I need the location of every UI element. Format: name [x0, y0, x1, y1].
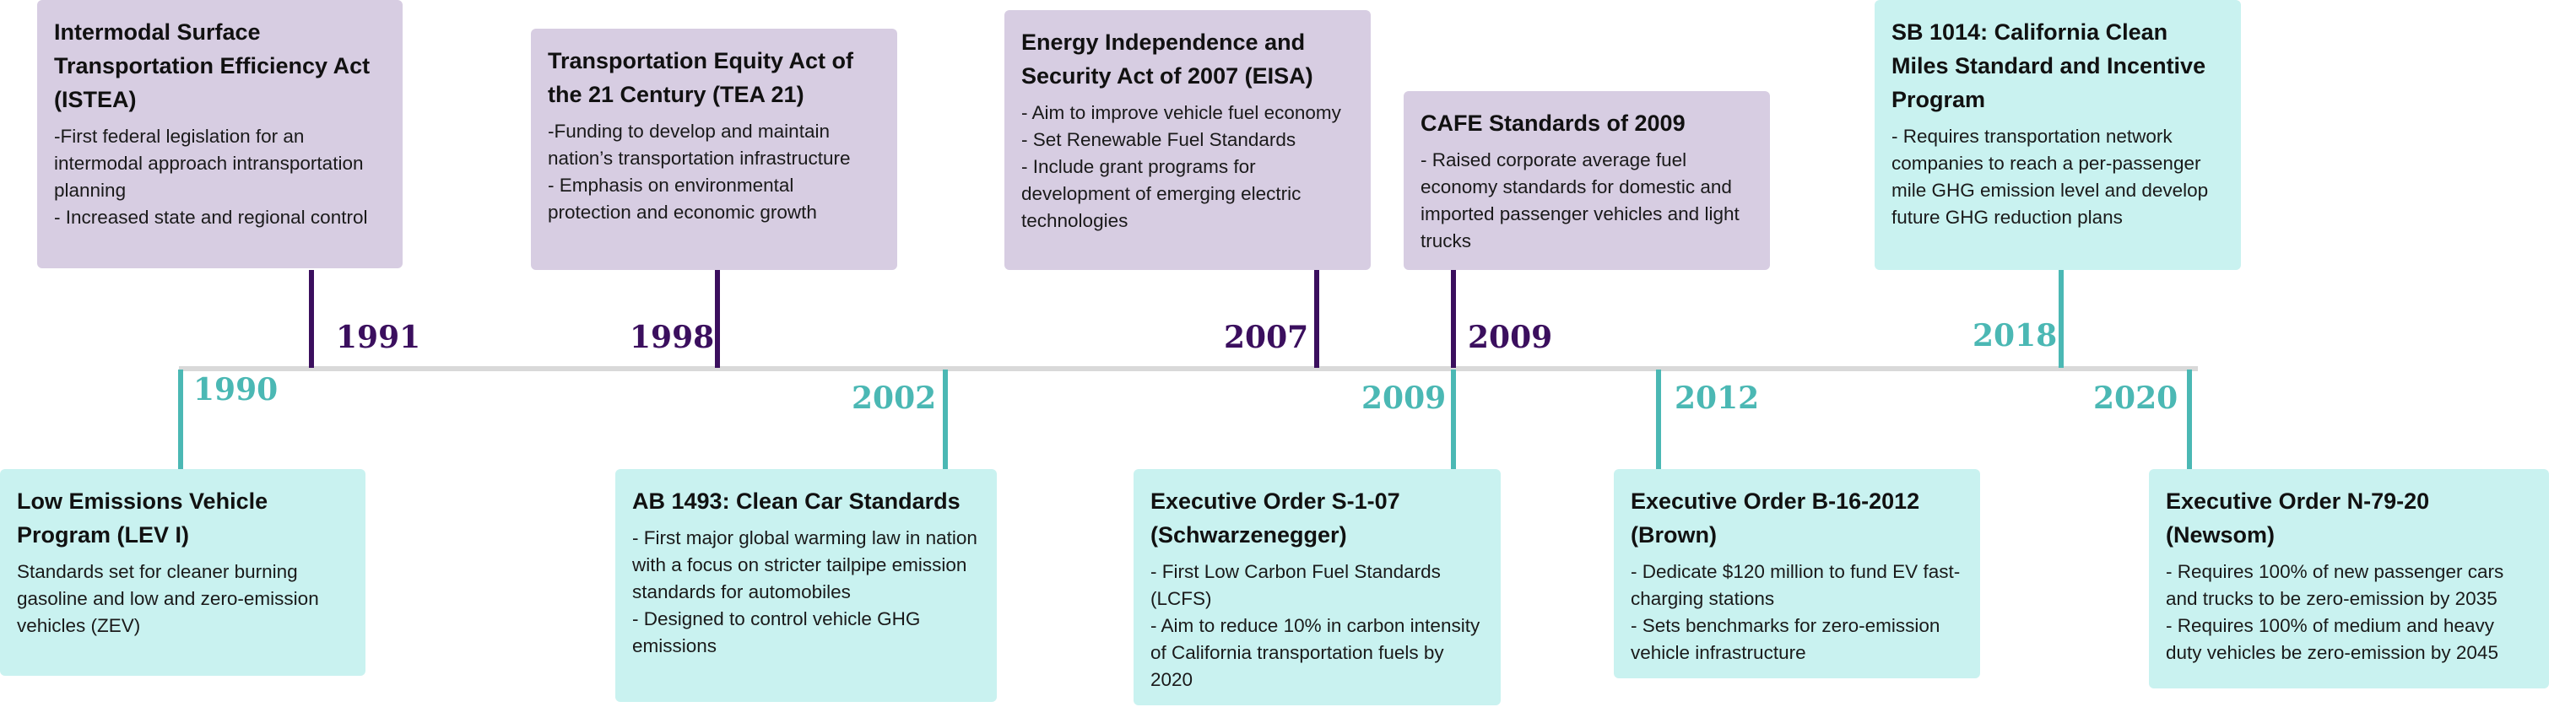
event-bullet: - Designed to control vehicle GHG emissi…: [632, 608, 921, 656]
tick-california-1990: [178, 370, 183, 469]
year-label-california-2012: 2012: [1675, 380, 1760, 416]
tick-california-2002: [943, 370, 948, 469]
event-bullet: - Requires 100% of medium and heavy duty…: [2166, 615, 2498, 663]
event-title: Executive Order S-1-07 (Schwarzenegger): [1150, 488, 1400, 548]
year-label-california-1990: 1990: [193, 372, 279, 407]
timeline-axis: [179, 366, 2198, 371]
event-card-eo-b-16-2012: Executive Order B-16-2012 (Brown) - Dedi…: [1614, 469, 1980, 678]
year-label-california-2002: 2002: [852, 380, 937, 416]
tick-california-2018: [2059, 270, 2064, 368]
event-bullet: -First federal legislation for an interm…: [54, 126, 364, 201]
event-card-cafe-2009: CAFE Standards of 2009 - Raised corporat…: [1404, 91, 1770, 270]
event-title: Low Emissions Vehicle Program (LEV I): [17, 488, 268, 548]
event-title: Intermodal Surface Transportation Effici…: [54, 19, 371, 112]
year-label-federal-2009: 2009: [1468, 320, 1553, 355]
tick-federal-2007: [1314, 270, 1319, 368]
event-title: SB 1014: California Clean Miles Standard…: [1891, 19, 2206, 112]
tick-federal-1991: [309, 270, 314, 368]
event-card-istea: Intermodal Surface Transportation Effici…: [37, 0, 403, 268]
year-label-california-2018: 2018: [1973, 318, 2058, 354]
event-bullet: - Set Renewable Fuel Standards: [1021, 129, 1296, 150]
event-title: AB 1493: Clean Car Standards: [632, 488, 961, 514]
event-bullet: - Dedicate $120 million to fund EV fast-…: [1631, 561, 1961, 609]
year-label-california-2020: 2020: [2093, 380, 2178, 416]
year-label-california-2009: 2009: [1361, 380, 1447, 416]
event-card-eisa: Energy Independence and Security Act of …: [1004, 10, 1371, 270]
event-bullet: - Aim to reduce 10% in carbon intensity …: [1150, 615, 1480, 690]
event-card-sb1014: SB 1014: California Clean Miles Standard…: [1875, 0, 2241, 270]
tick-california-2020: [2187, 370, 2192, 469]
event-bullet: -Funding to develop and maintain nation’…: [548, 121, 851, 169]
event-bullet: - Requires transportation network compan…: [1891, 126, 2209, 228]
event-bullet: - Emphasis on environmental protection a…: [548, 175, 817, 223]
year-label-federal-1998: 1998: [630, 320, 715, 355]
event-title: Transportation Equity Act of the 21 Cent…: [548, 48, 854, 107]
year-label-federal-1991: 1991: [336, 320, 421, 355]
event-bullet: - Raised corporate average fuel economy …: [1421, 149, 1740, 251]
tick-california-2009: [1451, 370, 1456, 469]
event-title: Energy Independence and Security Act of …: [1021, 30, 1313, 89]
event-bullet: Standards set for cleaner burning gasoli…: [17, 561, 319, 636]
tick-federal-1998: [715, 270, 720, 368]
tick-federal-2009: [1451, 270, 1456, 368]
event-card-eo-s-1-07: Executive Order S-1-07 (Schwarzenegger) …: [1134, 469, 1501, 705]
event-bullet: - Include grant programs for development…: [1021, 156, 1302, 231]
tick-california-2012: [1656, 370, 1661, 469]
event-bullet: - First major global warming law in nati…: [632, 527, 977, 602]
event-card-tea21: Transportation Equity Act of the 21 Cent…: [531, 29, 897, 270]
event-bullet: - First Low Carbon Fuel Standards (LCFS): [1150, 561, 1441, 609]
event-title: CAFE Standards of 2009: [1421, 111, 1686, 136]
year-label-federal-2007: 2007: [1224, 320, 1309, 355]
event-bullet: - Aim to improve vehicle fuel economy: [1021, 102, 1341, 123]
event-title: Executive Order B-16-2012 (Brown): [1631, 488, 1920, 548]
event-bullet: - Requires 100% of new passenger cars an…: [2166, 561, 2504, 609]
event-bullet: - Increased state and regional control: [54, 207, 368, 228]
event-card-eo-n-79-20: Executive Order N-79-20 (Newsom) - Requi…: [2149, 469, 2549, 688]
event-bullet: - Sets benchmarks for zero-emission vehi…: [1631, 615, 1940, 663]
event-title: Executive Order N-79-20 (Newsom): [2166, 488, 2430, 548]
event-card-lev-i: Low Emissions Vehicle Program (LEV I) St…: [0, 469, 365, 676]
event-card-ab1493: AB 1493: Clean Car Standards - First maj…: [615, 469, 997, 702]
